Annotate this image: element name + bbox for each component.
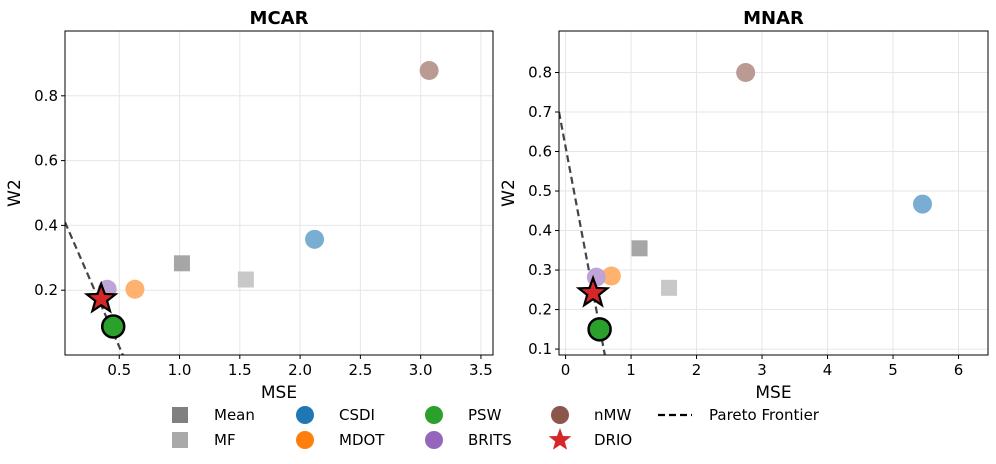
x-tick-label: 2.5 <box>348 361 372 379</box>
legend-item-mf: MF <box>172 431 236 449</box>
x-tick-label: 0.5 <box>107 361 131 379</box>
legend-marker-nmw <box>551 406 569 424</box>
legend-item-drio: DRIO <box>548 428 632 450</box>
legend-marker-psw <box>425 406 443 424</box>
y-tick-label: 0.8 <box>34 87 58 105</box>
x-axis-label: MSE <box>755 383 791 403</box>
legend-marker-mdot <box>296 431 314 449</box>
y-tick-label: 0.3 <box>528 261 552 279</box>
point-drio <box>575 274 611 308</box>
pareto-frontier-line <box>65 221 124 355</box>
y-tick-label: 0.6 <box>34 152 58 170</box>
legend-marker-mean <box>172 407 188 423</box>
x-axis-label: MSE <box>261 383 297 403</box>
legend-item-psw: PSW <box>425 406 502 424</box>
y-tick-label: 0.5 <box>528 182 552 200</box>
point-csdi <box>305 229 325 249</box>
legend-item-pareto-frontier: Pareto Frontier <box>658 406 820 424</box>
legend-item-mean: Mean <box>172 406 255 424</box>
point-mdot <box>125 279 145 299</box>
point-mean <box>631 240 648 257</box>
x-tick-label: 4 <box>823 361 833 379</box>
mnar-panel: 0 1 2 3 4 5 6 0.1 0.2 0.3 0.4 0.5 0.6 0.7 0.8 MNAR MSE W2 <box>499 8 989 403</box>
x-tick-label: 1.5 <box>228 361 252 379</box>
point-psw <box>100 314 126 339</box>
legend-marker-brits <box>425 431 443 449</box>
legend-item-mdot: MDOT <box>296 431 385 449</box>
x-tick-label: 3 <box>757 361 767 379</box>
point-mdot <box>601 266 621 286</box>
y-tick-label: 0.1 <box>528 340 552 358</box>
y-tick-label: 0.2 <box>528 301 552 319</box>
legend-label-pareto-frontier: Pareto Frontier <box>709 406 820 424</box>
legend-label-mean: Mean <box>214 406 255 424</box>
plot-area <box>559 62 933 355</box>
pareto-frontier-line <box>559 111 606 355</box>
plot-frame <box>558 30 989 356</box>
legend-marker-mf <box>172 432 188 448</box>
x-tick-label: 3.5 <box>469 361 493 379</box>
y-axis-label: W2 <box>499 179 519 207</box>
legend-label-csdi: CSDI <box>339 406 375 424</box>
chart-title: MNAR <box>743 8 804 29</box>
x-tick-label: 1 <box>626 361 636 379</box>
point-mf <box>237 271 254 288</box>
y-tick-label: 0.7 <box>528 103 552 121</box>
point-mean <box>173 255 190 272</box>
y-tick-label: 0.4 <box>34 216 58 234</box>
legend-marker-drio <box>548 428 572 450</box>
y-axis-label: W2 <box>5 179 25 207</box>
x-tick-label: 0 <box>561 361 571 379</box>
legend-item-nmw: nMW <box>551 406 631 424</box>
legend-label-drio: DRIO <box>594 431 632 449</box>
x-tick-label: 5 <box>888 361 898 379</box>
point-nmw <box>736 62 756 82</box>
legend-label-mdot: MDOT <box>339 431 385 449</box>
legend: Mean MF CSDI MDOT PSW BRITS nMW DRIO Pareto Fron… <box>172 406 820 450</box>
legend-item-csdi: CSDI <box>296 406 375 424</box>
x-tick-label: 3.0 <box>409 361 433 379</box>
chart-title: MCAR <box>250 8 309 29</box>
point-drio <box>83 280 119 314</box>
point-mf <box>661 279 678 296</box>
legend-label-brits: BRITS <box>468 431 512 449</box>
y-tick-label: 0.4 <box>528 222 552 240</box>
mcar-panel: 0.5 1.0 1.5 2.0 2.5 3.0 3.5 0.2 0.4 0.6 0.8 MCAR MSE… <box>5 8 494 403</box>
x-tick-label: 2.0 <box>288 361 312 379</box>
legend-label-nmw: nMW <box>594 406 631 424</box>
legend-label-mf: MF <box>214 431 236 449</box>
y-tick-label: 0.6 <box>528 143 552 161</box>
point-psw <box>587 317 612 342</box>
y-tick-label: 0.2 <box>34 281 58 299</box>
point-nmw <box>419 61 439 81</box>
plot-area <box>65 61 439 355</box>
y-tick-label: 0.8 <box>528 63 552 81</box>
plot-frame <box>64 30 494 356</box>
x-tick-label: 1.0 <box>168 361 192 379</box>
legend-item-brits: BRITS <box>425 431 512 449</box>
x-tick-label: 2 <box>692 361 702 379</box>
x-tick-label: 6 <box>954 361 964 379</box>
legend-label-psw: PSW <box>468 406 502 424</box>
point-csdi <box>913 194 933 214</box>
legend-marker-csdi <box>296 406 314 424</box>
